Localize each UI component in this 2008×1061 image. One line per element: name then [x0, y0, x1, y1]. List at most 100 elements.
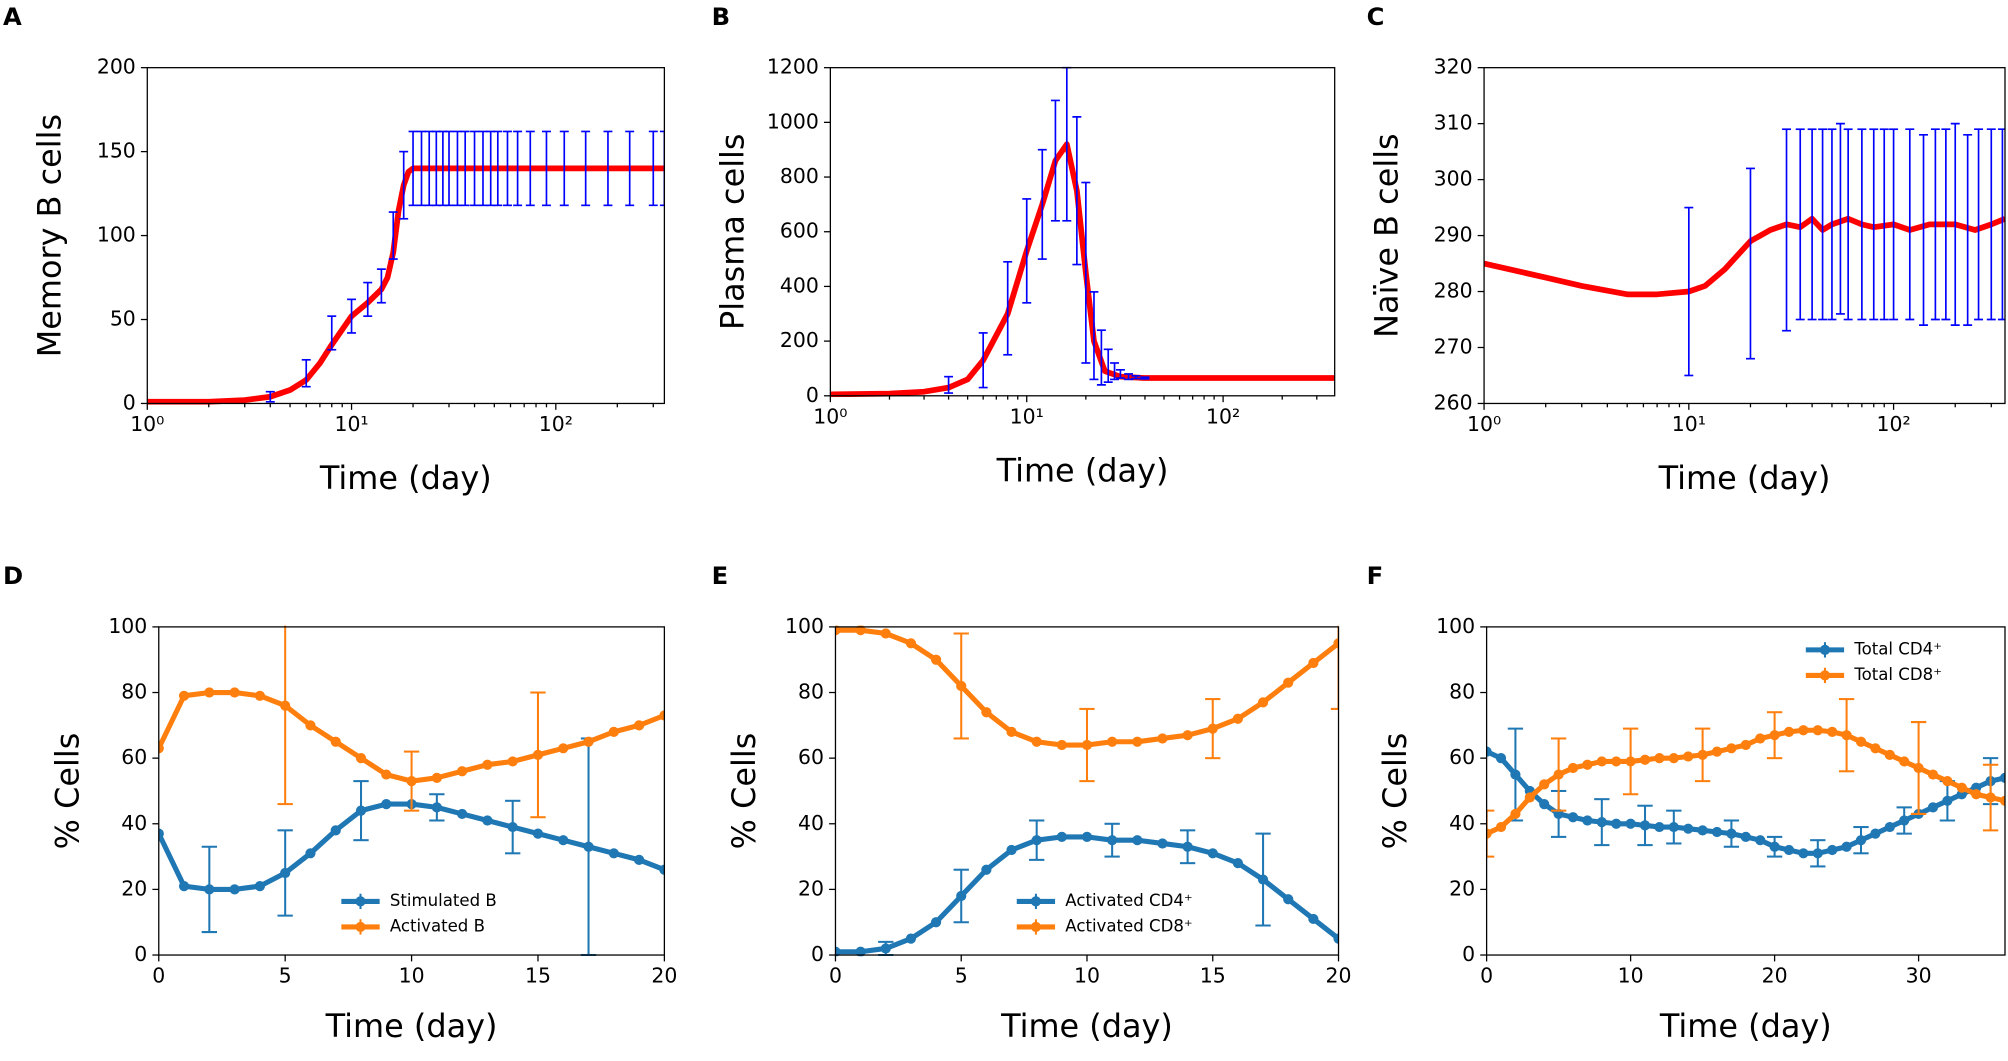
error-bar: [1089, 291, 1099, 381]
marker: [1283, 894, 1294, 905]
marker: [1510, 769, 1521, 780]
marker: [1999, 772, 2005, 783]
marker: [532, 749, 544, 760]
marker: [1783, 726, 1795, 738]
marker: [355, 805, 367, 816]
error-bar: [1857, 128, 1867, 321]
error-bar: [1103, 348, 1113, 383]
error-bar: [388, 211, 398, 260]
y-tick-label: 300: [1434, 167, 1473, 191]
marker: [659, 710, 665, 721]
marker: [1596, 817, 1607, 828]
marker: [608, 848, 619, 859]
y-tick-label: 0: [806, 383, 819, 407]
legend-label: Total CD4⁺: [1853, 639, 1942, 658]
legend: Stimulated B Activated B: [341, 891, 497, 935]
y-tick-label: 310: [1434, 111, 1473, 135]
error-bar: [944, 375, 954, 394]
marker: [1985, 792, 1996, 803]
marker: [1999, 795, 2005, 806]
y-tick-label: 260: [1434, 390, 1473, 414]
marker: [1081, 831, 1093, 843]
legend: Total CD4⁺ Total CD8⁺: [1805, 639, 1942, 684]
marker: [381, 798, 392, 810]
marker: [229, 884, 240, 895]
error-bar: [1818, 128, 1828, 321]
marker: [1668, 821, 1679, 833]
x-tick-label: 15: [1200, 964, 1226, 988]
marker: [633, 854, 645, 865]
error-bar: [1050, 99, 1060, 222]
error-bar: [1022, 198, 1032, 304]
plot-area: [835, 625, 1339, 957]
marker: [1006, 726, 1017, 738]
marker: [381, 769, 392, 780]
marker: [1157, 838, 1168, 849]
marker: [280, 867, 291, 879]
marker: [1683, 823, 1694, 834]
marker: [1711, 826, 1723, 838]
x-tick-label: 10²: [1877, 412, 1911, 436]
marker: [1582, 815, 1593, 826]
marker: [1870, 743, 1881, 754]
error-bar: [1140, 376, 1150, 380]
marker: [1567, 762, 1579, 774]
error-bar: [1827, 128, 1837, 321]
legend-marker: [1819, 644, 1831, 655]
y-tick-label: 100: [1436, 614, 1475, 638]
marker: [981, 864, 992, 875]
y-tick-label: 40: [121, 811, 147, 835]
x-axis-label: Time (day): [319, 459, 492, 497]
y-tick-label: 800: [780, 164, 819, 188]
error-bar: [1879, 128, 1889, 321]
marker: [633, 720, 645, 731]
marker: [1006, 844, 1017, 856]
panel: F 0 10 20 30 0 20 40 60 80 100 Time (day) % Cells Tot…: [1367, 561, 2006, 1045]
y-axis-label: % Cells: [1376, 733, 1414, 850]
marker: [1841, 730, 1852, 741]
error-bar: [1072, 116, 1082, 266]
y-tick-label: 400: [780, 273, 819, 297]
panel-label: F: [1367, 561, 1384, 590]
marker: [507, 821, 518, 833]
marker: [956, 680, 967, 692]
x-tick-label: 10¹: [1672, 412, 1706, 436]
legend-marker: [1030, 921, 1042, 933]
marker: [1625, 756, 1636, 767]
error-bar: [1941, 128, 1951, 321]
marker: [1798, 725, 1809, 736]
y-axis-label: Plasma cells: [714, 133, 752, 330]
marker: [1769, 841, 1780, 852]
marker: [1081, 739, 1093, 751]
legend-marker: [355, 896, 366, 907]
marker: [905, 638, 917, 649]
x-tick-label: 10²: [539, 412, 573, 436]
marker: [204, 884, 215, 895]
error-bar: [541, 130, 551, 207]
x-tick-label: 5: [279, 964, 292, 988]
marker: [229, 687, 240, 698]
marker: [1783, 844, 1795, 856]
marker: [1611, 756, 1622, 767]
error-bar: [1486, 809, 1495, 858]
legend-marker: [1030, 896, 1042, 907]
marker: [1654, 821, 1665, 833]
marker: [855, 625, 866, 636]
error-bar: [1037, 148, 1047, 260]
x-tick-label: 10⁰: [1467, 412, 1501, 436]
panel: C 10⁰ 10¹ 10² 260 270 280 290 300 310 320 Time (day…: [1367, 2, 2006, 497]
marker: [1510, 808, 1521, 820]
marker: [956, 890, 967, 902]
error-bar: [1974, 128, 1984, 321]
marker: [1812, 848, 1823, 859]
marker: [1639, 754, 1651, 765]
y-tick-label: 0: [123, 390, 136, 414]
marker: [1942, 795, 1953, 806]
y-tick-label: 600: [780, 219, 819, 243]
plot-area: [158, 625, 665, 957]
marker: [1683, 751, 1694, 762]
error-bar: [1096, 329, 1106, 386]
marker: [1031, 736, 1042, 747]
error-bar: [1081, 181, 1091, 364]
marker: [457, 766, 468, 777]
